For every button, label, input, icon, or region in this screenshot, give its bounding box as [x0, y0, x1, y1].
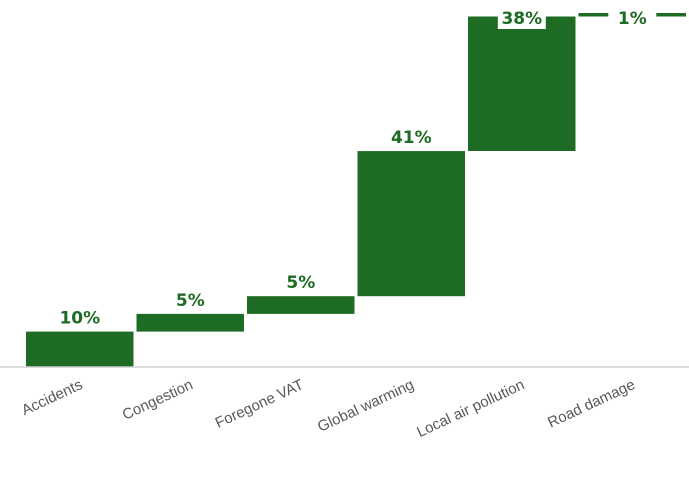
x-tick-label-congestion: Congestion: [120, 376, 196, 423]
data-label-accidents: 10%: [59, 309, 100, 329]
bar-foregone-vat: [247, 296, 355, 314]
data-label-road-damage: 1%: [618, 9, 647, 29]
x-tick-label-global-warming: Global warming: [315, 376, 417, 435]
data-label-foregone-vat: 5%: [286, 273, 315, 293]
bar-congestion: [136, 313, 244, 332]
x-tick-label-road-damage: Road damage: [545, 376, 638, 431]
x-tick-label-accidents: Accidents: [19, 376, 85, 419]
bars-group: [26, 13, 686, 367]
x-tick-label-foregone-vat: Foregone VAT: [213, 376, 307, 432]
data-label-background: [608, 7, 657, 29]
x-tick-label-local-air-pollution: Local air pollution: [414, 376, 527, 441]
bar-global-warming: [357, 151, 465, 297]
x-tick-labels-group: Accidents Congestion Foregone VAT Global wa…: [19, 376, 638, 441]
data-label-congestion: 5%: [176, 291, 205, 311]
data-label-local-air-pollution: 38%: [501, 9, 542, 29]
bar-local-air-pollution: [468, 16, 576, 151]
bar-accidents: [26, 331, 134, 367]
data-labels-group: 10% 5% 5% 41% 38% 1%: [59, 7, 657, 329]
data-label-global-warming: 41%: [391, 128, 432, 148]
data-label-background: [497, 7, 546, 29]
